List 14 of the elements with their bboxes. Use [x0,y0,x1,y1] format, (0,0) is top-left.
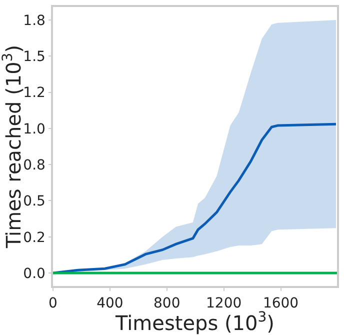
x-tick-label: 0 [48,296,58,312]
x-tick-label: 1600 [262,296,299,312]
x-axis-title: Timesteps (10$^{3}$) [114,310,274,335]
y-tick-label: 1.2 [23,85,46,102]
y-tick-label: 0.5 [23,194,46,210]
y-tick-label: 1.0 [23,121,46,138]
x-tick-label: 800 [154,296,180,312]
x-tick-label: 1200 [206,296,242,312]
y-tick-label: 1.5 [23,49,46,66]
y-tick-label: 0.8 [23,157,46,174]
x-tick-label: 400 [96,296,124,312]
y-tick-label: 1.8 [23,12,46,29]
y-tick-label: 0.0 [23,266,46,282]
y-tick-label: 0.2 [23,230,46,246]
